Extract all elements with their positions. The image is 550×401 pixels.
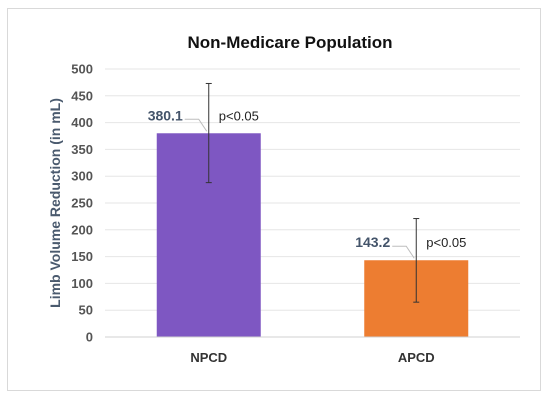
y-axis-label: Limb Volume Reduction (in mL) [47,98,63,308]
y-tick-label: 50 [79,303,93,318]
significance-annotation: p<0.05 [426,235,466,250]
y-tick-label: 100 [71,276,93,291]
chart-title: Non-Medicare Population [188,33,393,52]
y-tick-label: 350 [71,142,93,157]
y-tick-label: 150 [71,249,93,264]
y-tick-label: 0 [86,330,93,345]
y-tick-label: 200 [71,222,93,237]
x-axis-categories: NPCD APCD [190,350,434,365]
category-label-npcd: NPCD [190,350,227,365]
y-tick-label: 400 [71,115,93,130]
error-bars [205,82,420,303]
label-leader-line [392,245,415,259]
value-label-npcd: 380.1 [148,107,183,123]
value-label-apcd: 143.2 [355,234,390,250]
bars [156,133,469,337]
y-tick-label: 500 [71,62,93,77]
data-labels: 380.1 p<0.05 143.2 p<0.05 [148,107,466,259]
y-axis-ticks: 0 50 100 150 200 250 300 350 400 450 500 [71,62,93,345]
label-leader-line [184,118,208,132]
y-tick-label: 450 [71,88,93,103]
significance-annotation: p<0.05 [219,108,259,123]
y-tick-label: 300 [71,169,93,184]
y-tick-label: 250 [71,196,93,211]
category-label-apcd: APCD [398,350,435,365]
